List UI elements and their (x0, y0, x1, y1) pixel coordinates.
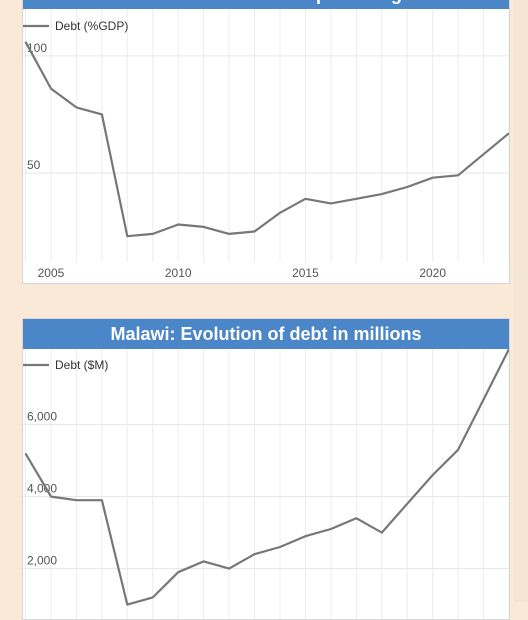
y-tick-label: 50 (27, 158, 41, 172)
legend-label: Debt (%GDP) (55, 19, 128, 33)
x-tick-label: 2010 (165, 266, 192, 280)
x-tick-label: 2005 (38, 266, 65, 280)
debt-millions-chart: Malawi: Evolution of debt in millions 2,… (22, 318, 510, 620)
chart-title: Malawi: Evolution of debt as a percentag… (23, 0, 509, 9)
debt-percent-gdp-chart: Malawi: Evolution of debt as a percentag… (22, 0, 510, 284)
page-edge (514, 0, 528, 602)
chart-title: Malawi: Evolution of debt in millions (23, 319, 509, 349)
series-line (24, 41, 509, 238)
legend-label: Debt ($M) (55, 358, 108, 372)
chart-plot-area: 2,000 4,000 6,000 Debt ($M) (23, 348, 509, 619)
y-tick-label: 4,000 (27, 482, 57, 496)
y-tick-label: 2,000 (27, 554, 57, 568)
chart-plot-area: 50 100 2005 2010 2015 2020 Debt (%GDP) (23, 9, 509, 280)
y-tick-label: 100 (27, 41, 47, 55)
y-tick-label: 6,000 (27, 410, 57, 424)
series-line (24, 348, 509, 606)
x-tick-label: 2020 (419, 266, 446, 280)
x-tick-label: 2015 (292, 266, 319, 280)
